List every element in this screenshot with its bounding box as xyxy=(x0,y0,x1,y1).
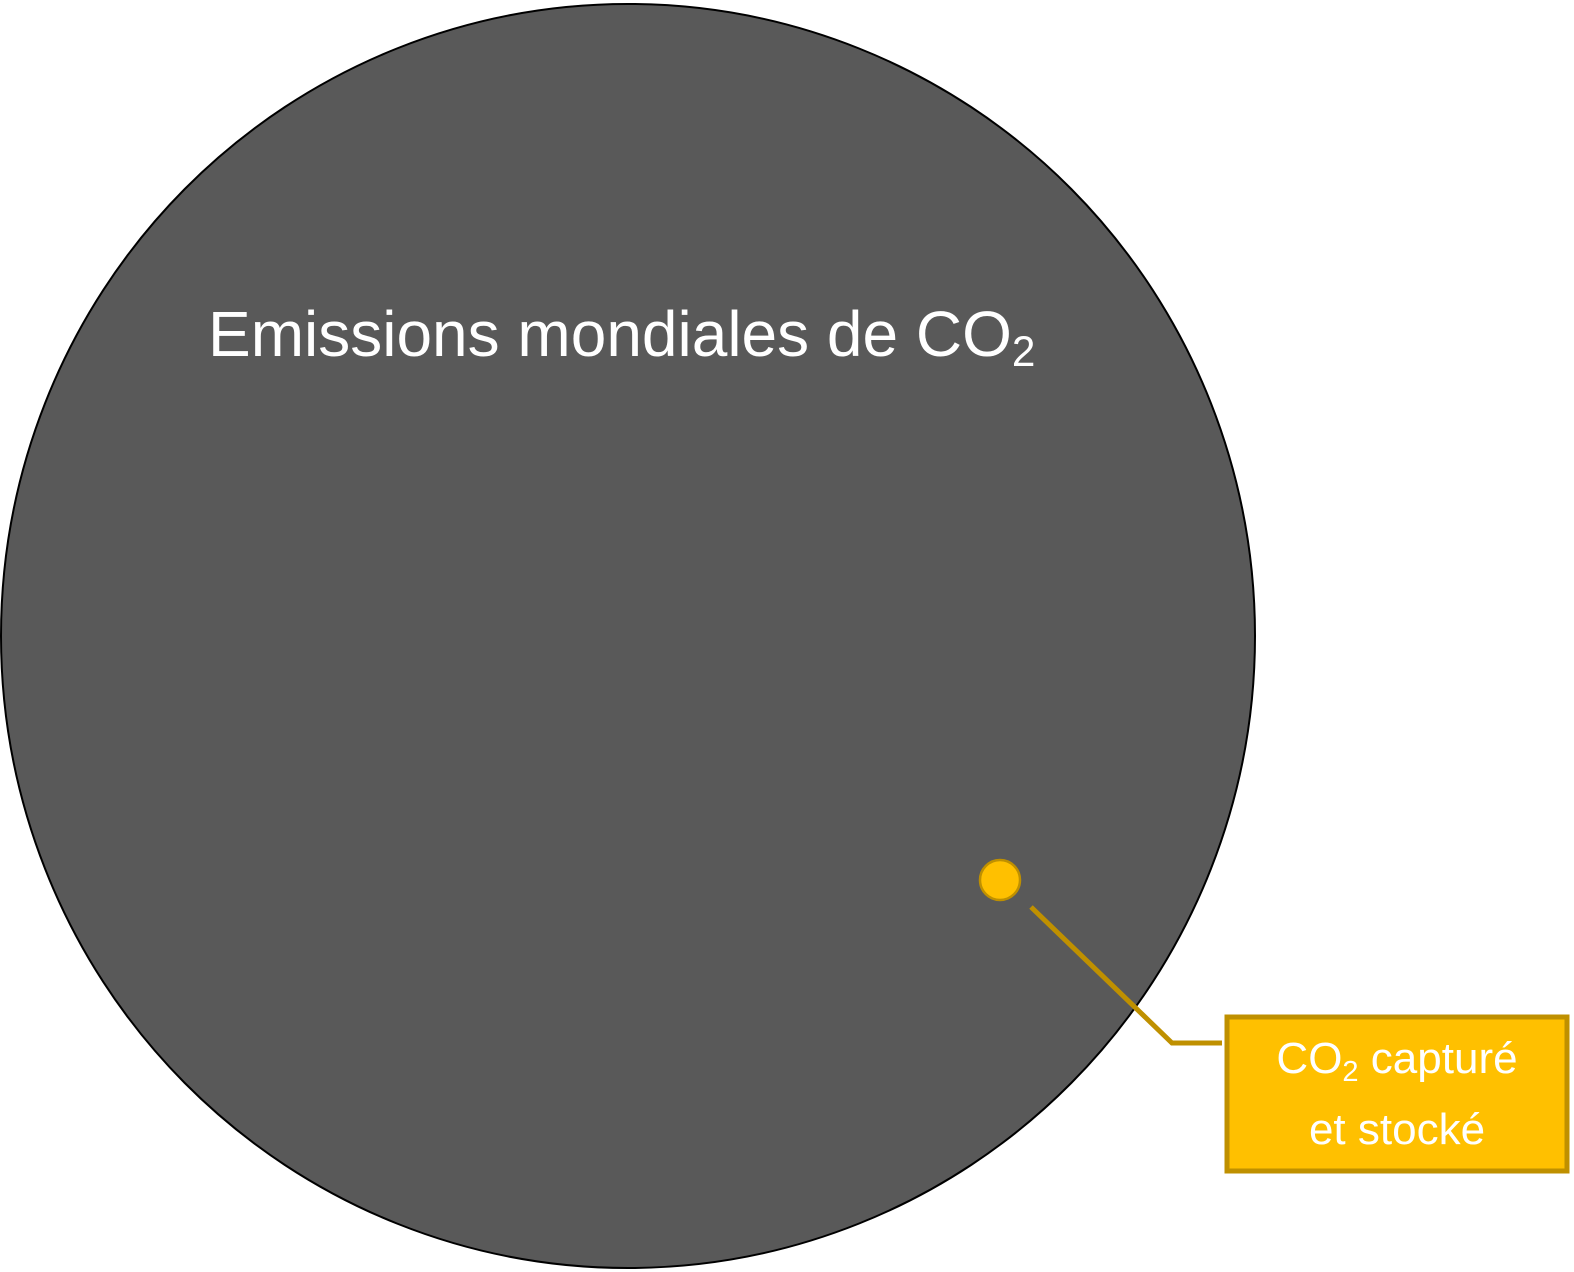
callout-box xyxy=(1224,1014,1570,1174)
callout-label-line2: et stocké xyxy=(1309,1105,1485,1154)
callout-leader-line xyxy=(1029,905,1222,1046)
global-emissions-circle xyxy=(0,3,1256,1269)
global-emissions-label: Emissions mondiales de CO2 xyxy=(208,298,1035,375)
captured-co2-circle xyxy=(978,858,1022,902)
callout-label-line1: CO2 capturé xyxy=(1276,1034,1517,1088)
